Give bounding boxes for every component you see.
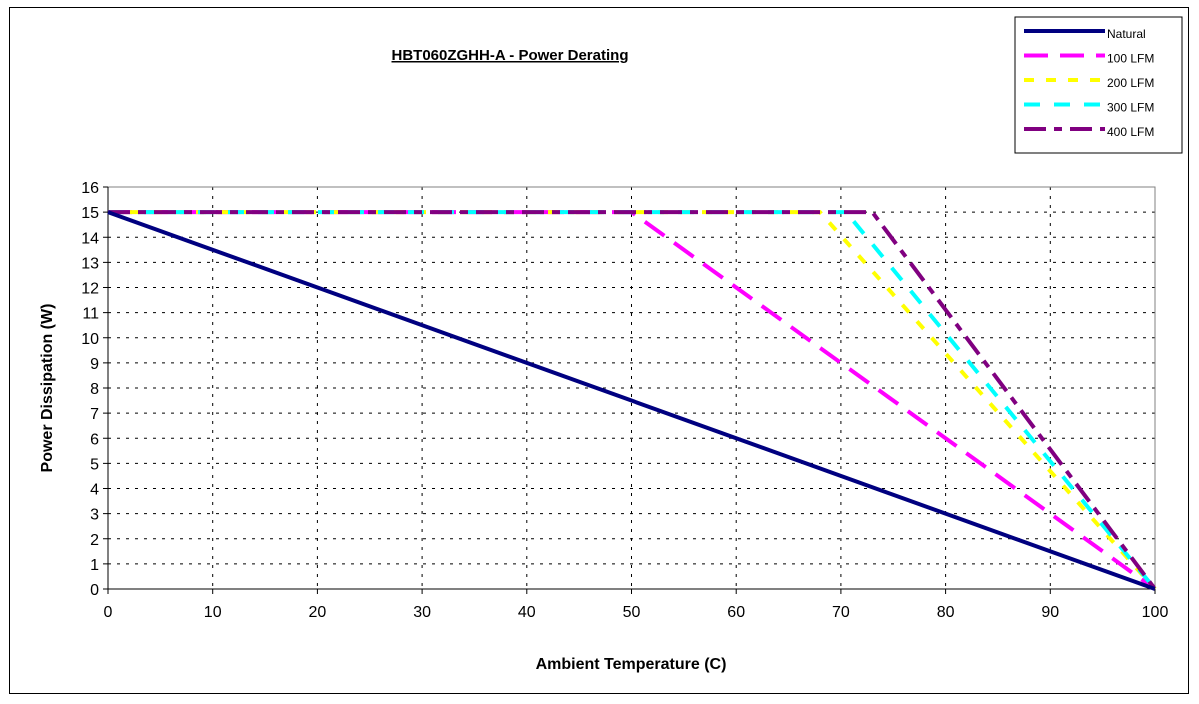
legend: Natural 100 LFM 200 LFM 300 LFM 400 LFM xyxy=(1014,16,1183,154)
y-tick-label: 14 xyxy=(81,230,99,247)
x-tick-label: 100 xyxy=(1142,604,1169,621)
series-line-400-lfm xyxy=(108,210,1157,591)
y-tick-label: 13 xyxy=(81,255,99,272)
y-tick-label: 11 xyxy=(82,306,99,323)
legend-label-400-lfm: 400 LFM xyxy=(1107,125,1154,139)
y-tick-label: 4 xyxy=(90,482,99,499)
y-tick-label: 16 xyxy=(81,180,99,197)
x-tick-label: 60 xyxy=(727,604,745,621)
chart-title: HBT060ZGHH-A - Power Derating xyxy=(392,47,629,64)
x-tick-label: 20 xyxy=(309,604,327,621)
y-tick-label: 7 xyxy=(90,406,99,423)
x-tick-label: 30 xyxy=(413,604,431,621)
y-tick-label: 0 xyxy=(90,582,99,599)
x-tick-label: 40 xyxy=(518,604,536,621)
x-axis-title: Ambient Temperature (C) xyxy=(536,656,727,673)
x-tick-label: 70 xyxy=(832,604,850,621)
legend-label-100-lfm: 100 LFM xyxy=(1107,52,1154,66)
x-tick-label: 90 xyxy=(1041,604,1059,621)
legend-label-200-lfm: 200 LFM xyxy=(1107,76,1154,90)
axes xyxy=(103,186,1156,594)
y-tick-label: 8 xyxy=(90,381,99,398)
y-tick-label: 2 xyxy=(90,532,99,549)
x-tick-label: 50 xyxy=(623,604,641,621)
y-tick-label: 9 xyxy=(90,356,99,373)
series-lines xyxy=(107,210,1157,591)
grid xyxy=(108,187,1155,589)
series-line-natural xyxy=(107,210,1156,591)
x-tick-label: 80 xyxy=(937,604,955,621)
y-tick-label: 6 xyxy=(90,431,99,448)
x-tick-label: 0 xyxy=(104,604,113,621)
y-tick-label: 1 xyxy=(90,557,99,574)
chart: HBT060ZGHH-A - Power Derating 0123456789… xyxy=(39,16,1183,673)
y-tick-label: 3 xyxy=(90,507,99,524)
y-tick-label: 12 xyxy=(81,281,99,298)
y-axis-title: Power Dissipation (W) xyxy=(39,304,56,473)
legend-label-300-lfm: 300 LFM xyxy=(1107,101,1154,115)
y-tick-label: 15 xyxy=(81,205,99,222)
legend-label-natural: Natural xyxy=(1107,27,1146,41)
y-tick-label: 5 xyxy=(90,456,99,473)
x-tick-label: 10 xyxy=(204,604,222,621)
y-tick-label: 10 xyxy=(81,331,99,348)
legend-box xyxy=(1014,16,1183,154)
